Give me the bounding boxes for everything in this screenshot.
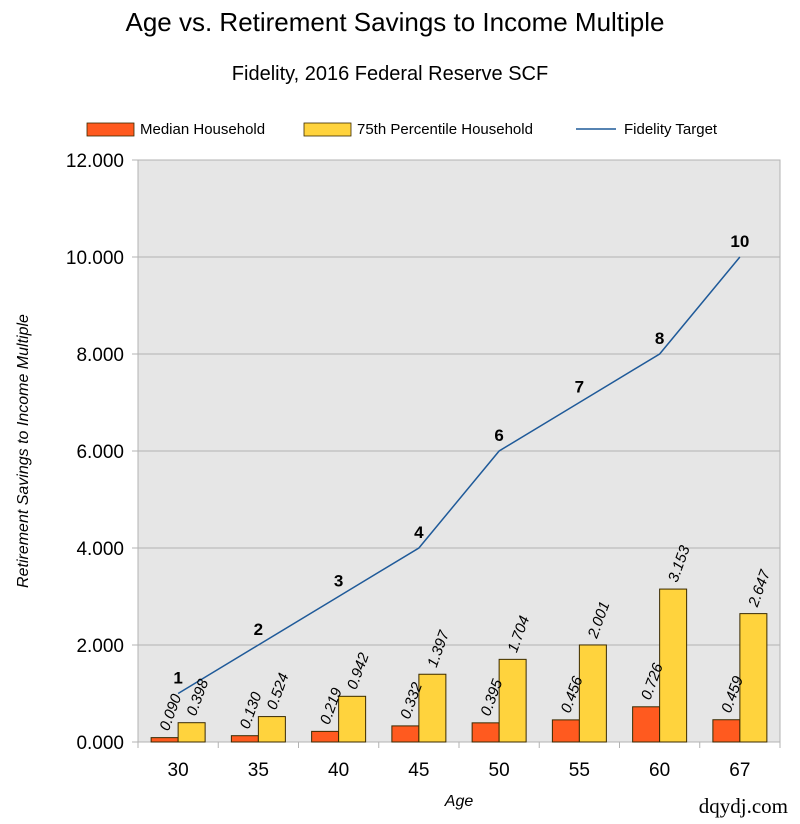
median-bar	[391, 725, 420, 743]
x-axis-ticks: 30 35 40 45 50 55 60 67	[137, 742, 781, 781]
p75-bar	[659, 588, 688, 743]
p75-bar	[739, 613, 768, 743]
y-tick-label: 4.000	[76, 539, 124, 560]
legend-swatch	[303, 122, 352, 137]
x-tick-label: 50	[489, 760, 510, 781]
x-tick-label: 55	[569, 760, 590, 781]
median-bar	[230, 735, 259, 743]
fidelity-target-line	[177, 256, 741, 695]
y-tick-label: 0.000	[76, 733, 124, 754]
p75-bar	[257, 716, 286, 743]
legend-label: Median Household	[140, 121, 265, 138]
x-axis-title: Age	[444, 793, 474, 810]
target-point-label: 10	[730, 232, 749, 251]
x-tick-label: 30	[168, 760, 189, 781]
chart-subtitle: Fidelity, 2016 Federal Reserve SCF	[232, 63, 548, 85]
median-bar	[551, 719, 580, 743]
x-tick-label: 40	[328, 760, 349, 781]
legend-label: 75th Percentile Household	[357, 121, 533, 138]
p75-bar	[418, 673, 447, 743]
target-point-label: 1	[173, 669, 182, 688]
chart-title: Age vs. Retirement Savings to Income Mul…	[125, 7, 664, 37]
p75-bar	[498, 658, 527, 743]
median-bar	[712, 719, 741, 743]
p75-bar	[177, 722, 206, 743]
y-tick-label: 12.000	[66, 151, 124, 172]
watermark: dqydj.com	[699, 794, 788, 818]
y-axis-ticks: 0.000 2.000 4.000 6.000 8.000 10.000 12.000	[66, 151, 124, 754]
y-axis-title: Retirement Savings to Income Multiple	[15, 314, 32, 588]
p75-bar	[338, 695, 367, 743]
target-line-path	[177, 256, 741, 695]
x-tick-label: 35	[248, 760, 269, 781]
legend: Median Household 75th Percentile Househol…	[86, 121, 718, 138]
y-tick-label: 2.000	[76, 636, 124, 657]
legend-swatch	[86, 122, 135, 137]
target-point-label: 6	[494, 426, 503, 445]
p75-bar	[578, 644, 607, 743]
bars	[150, 588, 768, 743]
x-tick-label: 67	[729, 760, 750, 781]
median-bar	[632, 706, 661, 743]
median-bar	[150, 737, 179, 743]
target-point-label: 8	[655, 329, 664, 348]
median-bar	[471, 722, 500, 743]
target-point-label: 3	[334, 572, 343, 591]
target-point-label: 2	[254, 620, 263, 639]
x-tick-label: 60	[649, 760, 670, 781]
median-bar	[311, 730, 340, 743]
x-tick-label: 45	[408, 760, 429, 781]
y-tick-label: 8.000	[76, 345, 124, 366]
gridlines	[132, 159, 780, 743]
target-point-label: 4	[414, 523, 424, 542]
y-tick-label: 10.000	[66, 248, 124, 269]
legend-label: Fidelity Target	[624, 121, 718, 138]
target-point-label: 7	[575, 378, 584, 397]
y-tick-label: 6.000	[76, 442, 124, 463]
